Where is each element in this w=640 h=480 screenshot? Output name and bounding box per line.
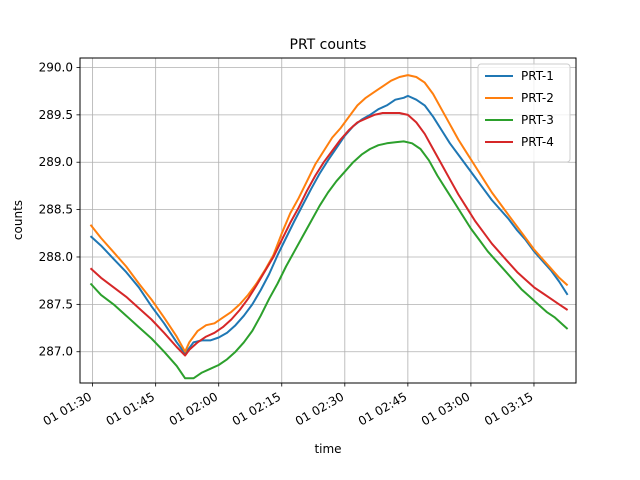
series-line-prt-3	[89, 140, 569, 380]
legend-box	[477, 63, 571, 163]
y-tick-label: 287.0	[39, 345, 73, 359]
legend: PRT-1 PRT-2 PRT-3 PRT-4	[477, 63, 571, 163]
series-line-prt-2	[89, 74, 569, 353]
y-tick-label: 287.5	[39, 297, 73, 311]
y-tick-label: 288.5	[39, 203, 73, 217]
y-tick-label: 290.0	[39, 60, 73, 74]
y-tick-label: 289.0	[39, 155, 73, 169]
legend-label: PRT-4	[521, 135, 554, 149]
y-axis-label: counts	[11, 200, 25, 240]
axes-frame	[79, 57, 577, 384]
x-axis-label: time	[314, 442, 341, 456]
series-line-prt-4	[89, 112, 569, 357]
legend-label: PRT-3	[521, 113, 554, 127]
series-lines	[89, 74, 569, 380]
legend-label: PRT-1	[521, 69, 554, 83]
y-tick-label: 289.5	[39, 108, 73, 122]
chart-title: PRT counts	[290, 37, 367, 53]
legend-label: PRT-2	[521, 91, 554, 105]
y-axis-ticks: 287.0 287.5 288.0 288.5 289.0 289.5 290.0	[39, 60, 80, 359]
y-tick-label: 288.0	[39, 250, 73, 264]
